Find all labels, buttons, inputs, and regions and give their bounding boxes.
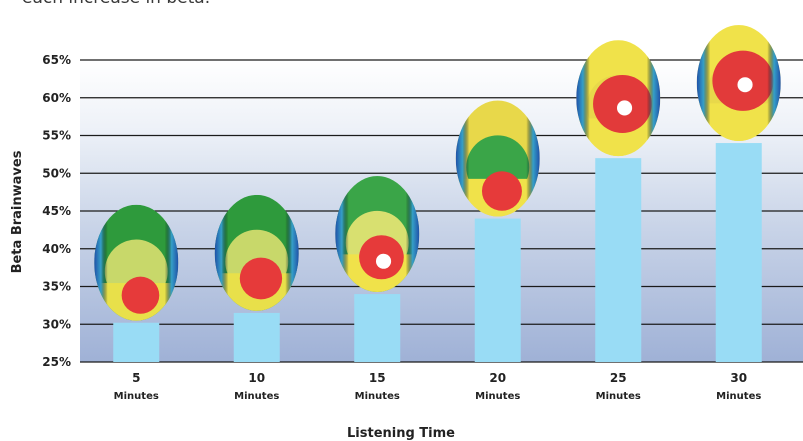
brain-map-icon [696, 25, 781, 142]
chart-caption: each increase in beta. [22, 0, 210, 8]
x-tick-label: 30 [730, 371, 747, 385]
x-axis-title: Listening Time [347, 426, 455, 441]
y-tick-label: 30% [42, 317, 71, 331]
x-tick-sublabel: Minutes [716, 391, 761, 402]
x-tick-label: 25 [610, 371, 627, 385]
y-tick-label: 65% [42, 53, 71, 67]
bar [474, 218, 521, 362]
x-tick-label: 10 [248, 371, 265, 385]
bar [354, 294, 401, 362]
x-tick-sublabel: Minutes [475, 391, 520, 402]
y-tick-label: 40% [42, 242, 71, 256]
bar [233, 312, 280, 362]
x-tick-sublabel: Minutes [234, 391, 279, 402]
x-tick-sublabel: Minutes [114, 391, 159, 402]
brain-map-icon [455, 100, 540, 217]
y-axis-title: Beta Brainwaves [10, 150, 25, 273]
y-tick-label: 55% [42, 129, 71, 143]
brain-map-icon [576, 40, 661, 157]
x-tick-label: 15 [369, 371, 386, 385]
y-tick-label: 50% [42, 166, 71, 180]
bar [595, 158, 642, 362]
y-tick-label: 35% [42, 280, 71, 294]
x-tick-sublabel: Minutes [596, 391, 641, 402]
y-tick-label: 60% [42, 91, 71, 105]
bar [715, 143, 762, 362]
x-tick-label: 5 [132, 371, 140, 385]
y-tick-label: 25% [42, 355, 71, 369]
x-tick-label: 20 [489, 371, 506, 385]
y-tick-label: 45% [42, 204, 71, 218]
brain-map-icon [335, 176, 420, 293]
x-tick-sublabel: Minutes [355, 391, 400, 402]
bar [113, 322, 160, 362]
brain-map-icon [94, 204, 179, 321]
brain-map-icon [214, 194, 299, 311]
